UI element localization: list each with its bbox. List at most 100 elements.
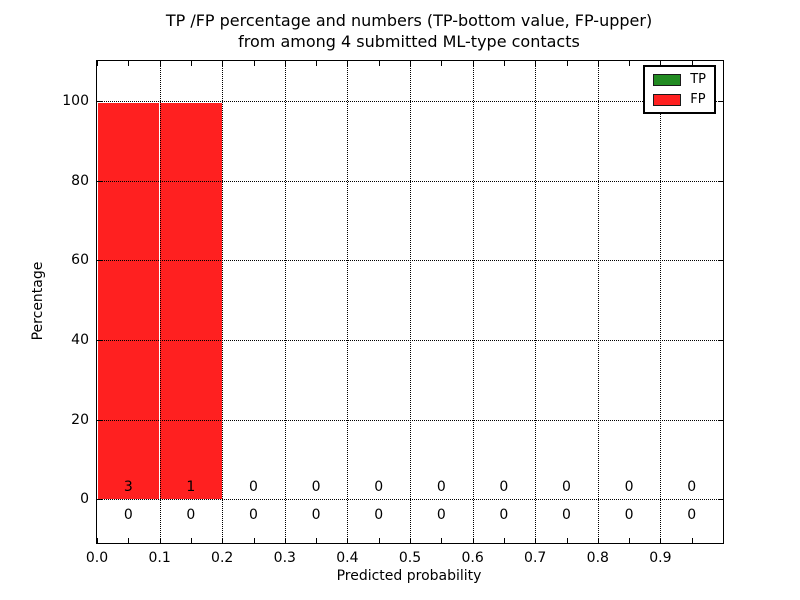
y-tick-label: 20	[71, 411, 89, 428]
v-gridline	[660, 61, 662, 543]
x-tick-top	[316, 61, 318, 66]
x-tick	[159, 538, 161, 543]
x-tick	[503, 538, 505, 543]
x-tick	[472, 538, 474, 543]
legend-item-tp: TP	[653, 73, 706, 86]
x-tick-label: 0.7	[524, 550, 547, 566]
x-tick-top	[441, 61, 443, 66]
x-tick	[378, 538, 380, 543]
v-gridline	[535, 61, 537, 543]
bar-fp	[160, 102, 222, 500]
legend-swatch-tp	[653, 73, 682, 86]
x-tick	[723, 538, 724, 543]
plot-area: TP FP 0.0 0.1 0.2 0.3 0.4 0.5 0.6 0.7 0.8 0.9 0 20 40…	[62, 60, 724, 566]
x-axis-label: Predicted probability	[336, 568, 482, 584]
x-tick-top	[535, 61, 537, 66]
bar-fp	[97, 102, 160, 500]
chart-title-line1: TP /FP percentage and numbers (TP-bottom…	[165, 11, 653, 30]
count-label-fp: 0	[249, 479, 258, 496]
x-tick-top	[159, 61, 161, 66]
count-label-tp: 0	[624, 507, 634, 524]
x-tick-top	[660, 61, 662, 66]
v-gridline	[410, 61, 411, 543]
y-tick-right	[718, 260, 723, 262]
y-tick	[97, 499, 102, 501]
y-tick-right	[718, 339, 723, 341]
x-tick-label: 0.9	[649, 550, 672, 566]
y-tick	[97, 419, 102, 421]
y-tick	[97, 339, 102, 341]
count-label-fp: 0	[499, 479, 509, 496]
x-tick-label: 0.3	[273, 550, 296, 566]
count-label-fp: 0	[374, 479, 384, 496]
x-tick-top	[503, 61, 505, 66]
x-tick-top	[723, 61, 724, 66]
y-tick-right	[718, 499, 723, 501]
y-tick	[97, 180, 102, 182]
y-tick-right	[718, 419, 723, 421]
count-label-tp: 0	[186, 507, 196, 524]
chart-title-line2: from among 4 submitted ML-type contacts	[238, 32, 580, 51]
y-tick-label: 40	[71, 331, 89, 348]
x-tick-top	[97, 61, 98, 66]
chart-title: TP /FP percentage and numbers (TP-bottom…	[96, 10, 722, 52]
x-tick	[190, 538, 192, 543]
x-tick-top	[597, 61, 599, 66]
legend-item-fp: FP	[653, 93, 706, 106]
v-gridline	[472, 61, 474, 543]
legend-label: TP	[690, 72, 706, 87]
x-tick-top	[378, 61, 380, 66]
y-tick	[97, 260, 102, 262]
x-tick-top	[410, 61, 411, 66]
x-tick-top	[347, 61, 349, 66]
x-tick	[410, 538, 411, 543]
count-label-tp: 0	[311, 507, 321, 524]
x-tick-top	[284, 61, 286, 66]
y-tick-label: 60	[71, 252, 89, 269]
legend-label: FP	[690, 92, 706, 107]
y-tick-right	[718, 100, 723, 102]
x-tick	[347, 538, 349, 543]
count-label-tp: 0	[499, 507, 509, 524]
v-gridline	[159, 61, 161, 543]
x-tick-label: 0.0	[85, 550, 109, 566]
x-tick	[660, 538, 662, 543]
x-tick-top	[222, 61, 224, 66]
v-gridline	[222, 61, 224, 543]
v-gridline	[597, 61, 599, 543]
x-tick-top	[691, 61, 693, 66]
count-label-tp: 0	[436, 507, 446, 524]
v-gridline	[347, 61, 349, 543]
count-label-fp: 0	[436, 479, 446, 496]
x-tick	[316, 538, 318, 543]
x-tick-top	[128, 61, 130, 66]
y-axis-label: Percentage	[30, 261, 46, 341]
x-tick-label: 0.6	[461, 550, 484, 566]
x-tick-top	[472, 61, 474, 66]
count-label-fp: 0	[311, 479, 321, 496]
x-tick	[284, 538, 286, 543]
count-label-fp: 0	[562, 479, 571, 496]
count-label-tp: 0	[123, 507, 133, 524]
y-tick-label: 100	[62, 92, 89, 109]
x-tick	[629, 538, 631, 543]
x-tick	[97, 538, 98, 543]
x-tick-label: 0.4	[336, 550, 359, 566]
x-tick	[597, 538, 599, 543]
x-tick-label: 0.5	[398, 550, 422, 566]
x-tick-label: 0.2	[211, 550, 234, 566]
legend-swatch-fp	[653, 93, 682, 106]
count-label-tp: 0	[562, 507, 571, 524]
y-tick	[97, 100, 102, 102]
count-label-fp: 3	[123, 479, 133, 496]
count-label-tp: 0	[687, 507, 697, 524]
x-tick-top	[190, 61, 192, 66]
v-gridline	[284, 61, 286, 543]
x-tick-top	[253, 61, 255, 66]
y-tick-label: 0	[80, 491, 89, 508]
x-tick-top	[566, 61, 568, 66]
count-label-tp: 0	[249, 507, 258, 524]
count-label-fp: 0	[687, 479, 697, 496]
x-tick	[535, 538, 537, 543]
